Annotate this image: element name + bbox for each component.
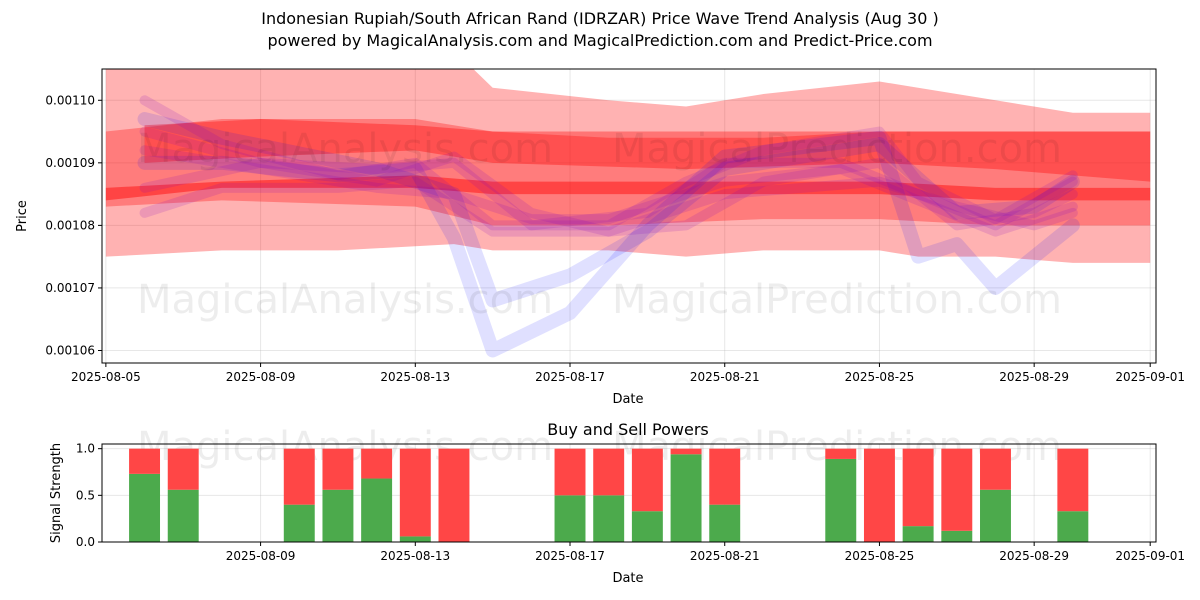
prediction-band [105, 175, 1151, 201]
price-wave-line [139, 176, 1078, 237]
price-x-tick-label: 2025-08-17 [535, 370, 605, 384]
price-y-tick-label: 0.00106 [45, 343, 95, 357]
buy-bar [825, 458, 857, 542]
sell-bar [283, 448, 315, 505]
sell-bar [554, 448, 586, 496]
buy-bar [631, 511, 663, 542]
sell-bar [361, 448, 393, 479]
signal-y-tick-label: 0.0 [76, 535, 95, 549]
signal-x-tick-label: 2025-08-21 [690, 549, 760, 563]
price-x-axis-label: Date [612, 392, 643, 407]
signal-y-axis-label: Signal Strength [49, 443, 64, 543]
buy-bar [283, 504, 315, 542]
signal-x-tick-label: 2025-08-09 [226, 549, 296, 563]
price-y-axis-label: Price [15, 200, 30, 232]
price-waves [137, 95, 1080, 358]
buy-bar [941, 530, 973, 542]
prediction-band [105, 69, 1151, 263]
signal-chart-title: Buy and Sell Powers [547, 420, 709, 439]
buy-bar [980, 489, 1011, 542]
buy-bar [709, 504, 741, 542]
price-y-tick-label: 0.00109 [45, 156, 95, 170]
price-plot-frame [101, 68, 1157, 364]
price-x-tick-label: 2025-08-21 [690, 370, 760, 384]
buy-bar [361, 478, 393, 542]
sell-bar [322, 448, 354, 490]
buy-bar [399, 536, 431, 542]
sell-bar [670, 448, 702, 455]
price-wave-line [139, 145, 1078, 237]
price-wave-line [139, 95, 1078, 231]
price-wave-line [139, 126, 1078, 231]
sell-bar [863, 448, 895, 542]
chart-subtitle: powered by MagicalAnalysis.com and Magic… [267, 31, 933, 50]
watermark-text: MagicalAnalysis.com [137, 277, 553, 323]
signal-plot-frame [101, 443, 1157, 543]
signal-axes: 0.0 0.5 1.0 2025-08-09 2025-08-13 2025-08-17 2… [76, 442, 1185, 563]
price-watermarks: MagicalAnalysis.com MagicalPrediction.co… [137, 126, 1062, 323]
price-x-tick-label: 2025-08-25 [845, 370, 915, 384]
price-wave-line [137, 130, 1080, 358]
sell-bar [902, 448, 934, 527]
price-grid [102, 69, 1156, 363]
watermark-text: MagicalPrediction.com [612, 126, 1062, 172]
sell-bar [709, 448, 741, 505]
prediction-bands [105, 69, 1151, 263]
buy-bar [129, 473, 161, 542]
sell-bar [129, 448, 161, 474]
sell-bar [941, 448, 973, 531]
signal-x-tick-label: 2025-08-17 [535, 549, 605, 563]
price-x-tick-label: 2025-08-05 [71, 370, 141, 384]
price-y-tick-label: 0.00110 [45, 93, 95, 107]
price-x-tick-label: 2025-09-01 [1115, 370, 1185, 384]
signal-y-tick-label: 0.5 [76, 488, 95, 502]
buy-bar [593, 495, 625, 542]
price-axes: 0.00106 0.00107 0.00108 0.00109 0.00110 2025-… [45, 93, 1185, 384]
signal-y-tick-label: 1.0 [76, 442, 95, 456]
chart-title: Indonesian Rupiah/South African Rand (ID… [261, 9, 939, 28]
sell-bar [631, 448, 663, 512]
buy-bar [554, 495, 586, 542]
buy-bar [1057, 511, 1089, 542]
price-x-tick-label: 2025-08-09 [226, 370, 296, 384]
buy-bar [167, 489, 199, 542]
signal-x-tick-label: 2025-09-01 [1115, 549, 1185, 563]
sell-bar [399, 448, 431, 537]
sell-bar [980, 448, 1011, 490]
signal-x-tick-label: 2025-08-29 [999, 549, 1069, 563]
sell-bar [593, 448, 625, 496]
sell-bar [1057, 448, 1089, 512]
price-y-tick-label: 0.00107 [45, 281, 95, 295]
price-x-tick-label: 2025-08-13 [380, 370, 450, 384]
signal-x-tick-label: 2025-08-13 [380, 549, 450, 563]
price-y-tick-label: 0.00108 [45, 218, 95, 232]
price-x-tick-label: 2025-08-29 [999, 370, 1069, 384]
sell-bar [825, 448, 857, 459]
price-wave-line [137, 112, 1080, 308]
sell-bar [438, 448, 470, 542]
signal-bars [129, 448, 1089, 542]
signal-x-axis-label: Date [612, 571, 643, 586]
watermark-text: MagicalAnalysis.com [137, 126, 553, 172]
watermark-text: MagicalPrediction.com [612, 277, 1062, 323]
buy-bar [670, 454, 702, 542]
signal-x-tick-label: 2025-08-25 [845, 549, 915, 563]
sell-bar [167, 448, 199, 490]
buy-bar [902, 526, 934, 542]
prediction-band [105, 119, 1151, 226]
price-wave-line [139, 151, 1078, 237]
prediction-band [144, 119, 1151, 182]
buy-bar [322, 489, 354, 542]
